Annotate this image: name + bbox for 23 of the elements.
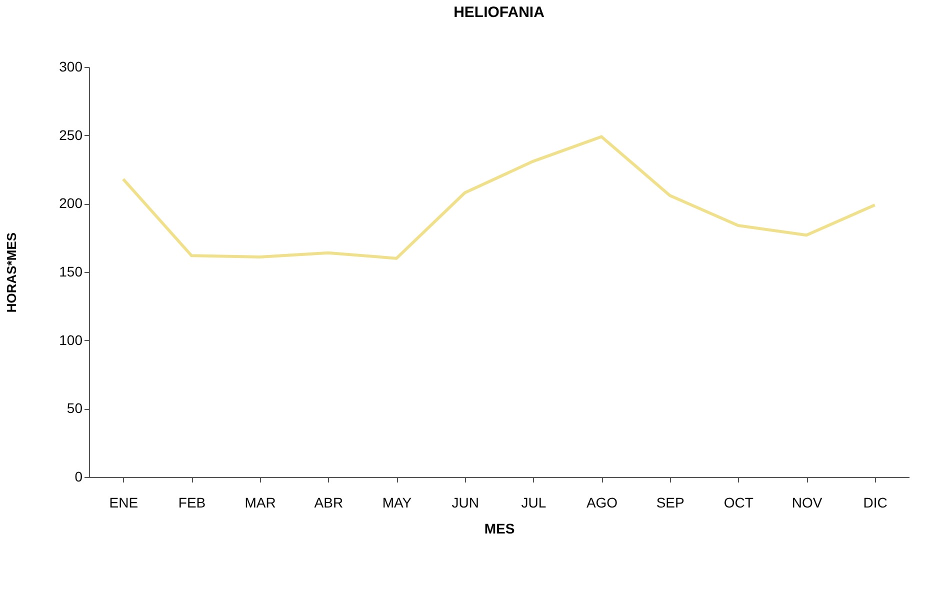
x-tick-label: MAY bbox=[382, 494, 412, 510]
y-axis-title: HORAS*MES bbox=[4, 232, 20, 313]
y-tick-label: 100 bbox=[59, 332, 83, 348]
y-tick-label: 250 bbox=[59, 126, 83, 143]
x-tick-label: DIC bbox=[863, 494, 888, 510]
x-tick-label: ENE bbox=[109, 494, 138, 510]
y-tick-label: 300 bbox=[59, 58, 83, 74]
x-tick-label: FEB bbox=[178, 494, 206, 510]
y-tick-label: 200 bbox=[59, 195, 83, 212]
x-tick-label: ABR bbox=[314, 494, 344, 510]
line-series bbox=[122, 135, 876, 260]
x-tick-label: MAR bbox=[244, 494, 276, 510]
x-tick-label: JUL bbox=[521, 494, 546, 510]
x-tick-label: SEP bbox=[656, 494, 684, 510]
y-tick-label: 0 bbox=[74, 468, 83, 484]
y-tick-label: 50 bbox=[66, 400, 83, 416]
x-tick-label: AGO bbox=[586, 494, 618, 510]
x-axis-title: MES bbox=[484, 520, 515, 536]
x-tick-label: JUN bbox=[452, 494, 479, 510]
y-tick-label: 150 bbox=[59, 264, 83, 280]
x-tick-label: OCT bbox=[724, 494, 754, 510]
chart-title: HELIOFANIA bbox=[454, 4, 545, 21]
x-tick-label: NOV bbox=[792, 494, 823, 510]
